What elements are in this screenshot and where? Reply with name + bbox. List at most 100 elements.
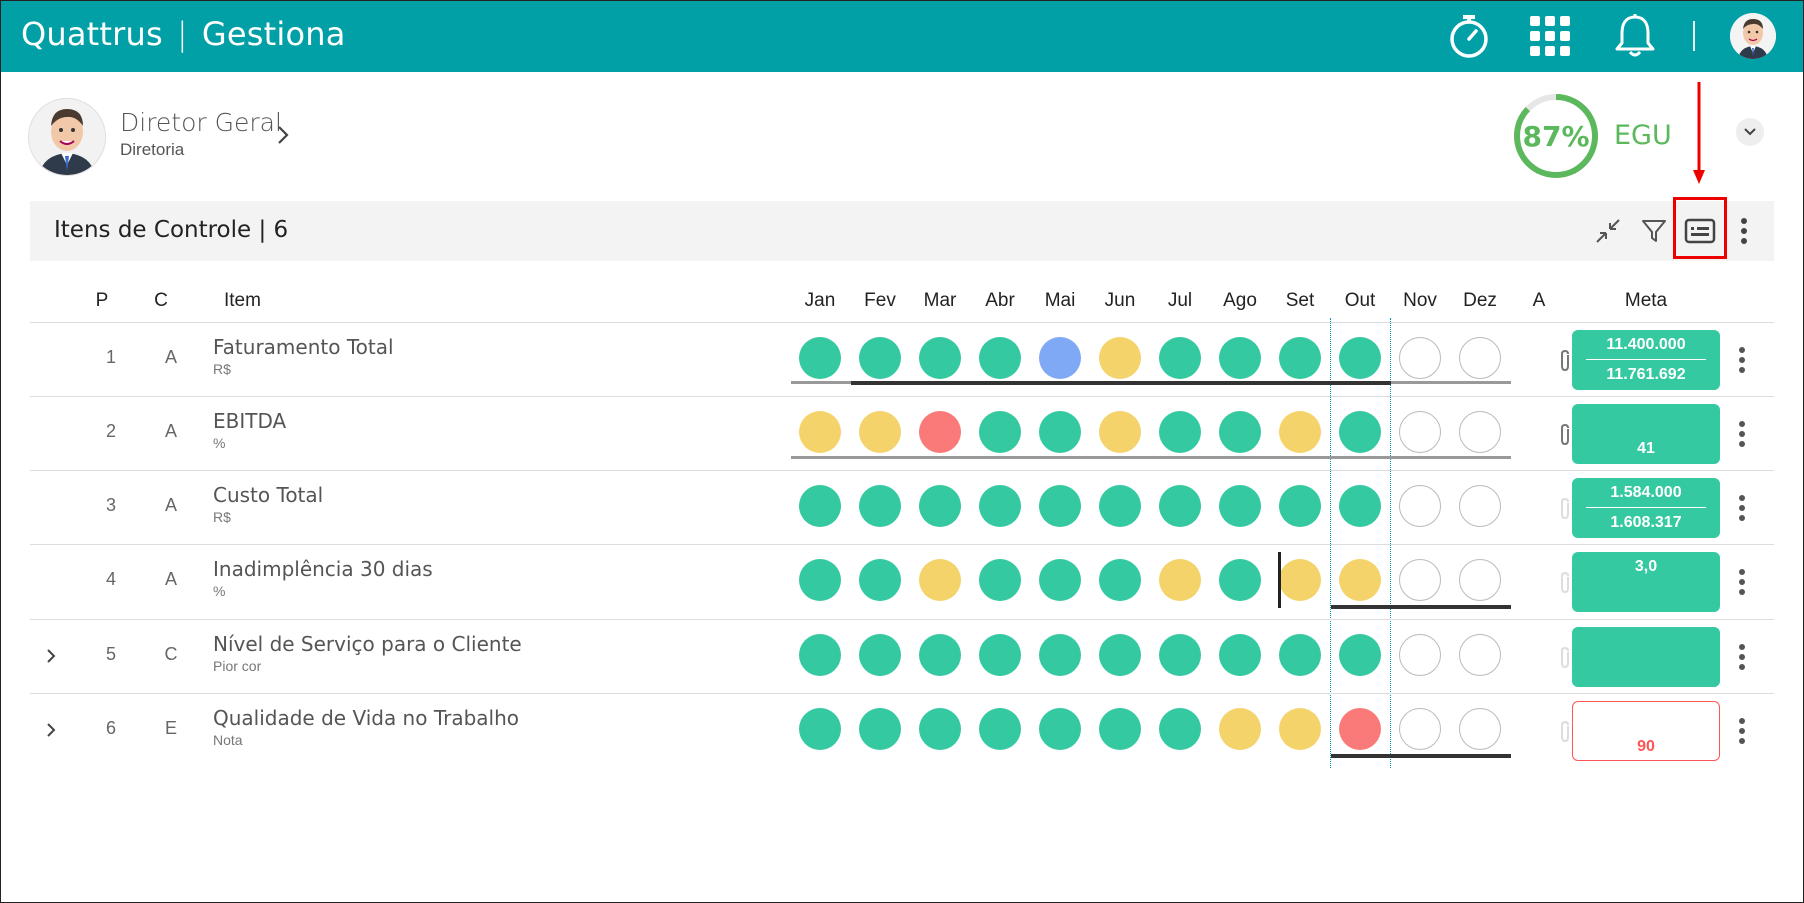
apps-grid-icon[interactable] bbox=[1525, 11, 1575, 61]
col-header-month[interactable]: Fev bbox=[864, 290, 896, 311]
status-circle-blue[interactable] bbox=[1039, 337, 1081, 379]
col-header-a[interactable]: A bbox=[1532, 290, 1546, 311]
status-circle-empty[interactable] bbox=[1399, 337, 1441, 379]
status-circle-green[interactable] bbox=[1219, 337, 1261, 379]
meta-value-box[interactable]: 3,0 bbox=[1572, 552, 1720, 612]
filter-icon[interactable] bbox=[1638, 215, 1670, 247]
col-header-month[interactable]: Nov bbox=[1403, 290, 1437, 311]
status-circle-green[interactable] bbox=[1219, 634, 1261, 676]
status-circle-yellow[interactable] bbox=[919, 559, 961, 601]
col-header-c[interactable]: C bbox=[154, 290, 168, 311]
status-circle-green[interactable] bbox=[799, 337, 841, 379]
status-circle-green[interactable] bbox=[1099, 559, 1141, 601]
timer-icon[interactable] bbox=[1444, 11, 1494, 61]
col-header-p[interactable]: P bbox=[95, 290, 109, 311]
col-header-month[interactable]: Dez bbox=[1463, 290, 1497, 311]
row-more-icon[interactable] bbox=[1738, 716, 1746, 746]
col-header-month[interactable]: Jan bbox=[804, 290, 836, 311]
status-circle-empty[interactable] bbox=[1399, 485, 1441, 527]
status-circle-green[interactable] bbox=[859, 337, 901, 379]
row-item-name[interactable]: Faturamento Total bbox=[213, 335, 394, 359]
status-circle-yellow[interactable] bbox=[1339, 559, 1381, 601]
status-circle-green[interactable] bbox=[979, 485, 1021, 527]
expand-chevron-icon[interactable] bbox=[46, 648, 56, 669]
status-circle-green[interactable] bbox=[919, 634, 961, 676]
brand-logo[interactable]: Quattrus | Gestiona bbox=[21, 15, 346, 53]
collapse-button[interactable] bbox=[1736, 118, 1764, 146]
status-circle-green[interactable] bbox=[1159, 411, 1201, 453]
table-row[interactable]: 3 A Custo Total R$ 1.584.000 1.608.317 bbox=[30, 470, 1774, 545]
table-row[interactable]: 2 A EBITDA% 41 bbox=[30, 396, 1774, 471]
status-circle-green[interactable] bbox=[1039, 485, 1081, 527]
status-circle-green[interactable] bbox=[1039, 411, 1081, 453]
status-circle-green[interactable] bbox=[979, 337, 1021, 379]
user-avatar[interactable] bbox=[1730, 13, 1776, 59]
status-circle-green[interactable] bbox=[1159, 337, 1201, 379]
attachment-icon[interactable] bbox=[1558, 720, 1572, 749]
row-more-icon[interactable] bbox=[1738, 493, 1746, 523]
row-item-name[interactable]: EBITDA bbox=[213, 409, 287, 433]
status-circle-yellow[interactable] bbox=[1099, 337, 1141, 379]
status-circle-yellow[interactable] bbox=[1219, 708, 1261, 750]
attachment-icon[interactable] bbox=[1558, 349, 1572, 378]
status-circle-empty[interactable] bbox=[1399, 634, 1441, 676]
status-circle-green[interactable] bbox=[1099, 634, 1141, 676]
status-circle-green[interactable] bbox=[859, 634, 901, 676]
row-item-name[interactable]: Custo Total bbox=[213, 483, 324, 507]
status-circle-yellow[interactable] bbox=[1099, 411, 1141, 453]
meta-value-box[interactable] bbox=[1572, 627, 1720, 687]
status-circle-empty[interactable] bbox=[1459, 485, 1501, 527]
status-circle-empty[interactable] bbox=[1459, 634, 1501, 676]
status-circle-green[interactable] bbox=[1279, 634, 1321, 676]
status-circle-green[interactable] bbox=[1219, 485, 1261, 527]
status-circle-green[interactable] bbox=[1039, 559, 1081, 601]
status-circle-empty[interactable] bbox=[1399, 559, 1441, 601]
chevron-right-icon[interactable] bbox=[276, 124, 290, 151]
table-row[interactable]: 5 C Nível de Serviço para o Cliente Pior co… bbox=[30, 619, 1774, 694]
status-circle-green[interactable] bbox=[799, 559, 841, 601]
status-circle-green[interactable] bbox=[1039, 708, 1081, 750]
status-circle-green[interactable] bbox=[979, 708, 1021, 750]
row-more-icon[interactable] bbox=[1738, 642, 1746, 672]
status-circle-green[interactable] bbox=[859, 485, 901, 527]
meta-value-box[interactable]: 41 bbox=[1572, 404, 1720, 464]
col-header-month[interactable]: Set bbox=[1285, 290, 1315, 311]
status-circle-green[interactable] bbox=[1279, 485, 1321, 527]
col-header-month[interactable]: Ago bbox=[1223, 290, 1257, 311]
minimize-icon[interactable] bbox=[1592, 215, 1624, 247]
status-circle-green[interactable] bbox=[919, 485, 961, 527]
status-circle-green[interactable] bbox=[979, 559, 1021, 601]
status-circle-green[interactable] bbox=[979, 411, 1021, 453]
meta-value-box[interactable]: 90 bbox=[1572, 701, 1720, 761]
status-circle-empty[interactable] bbox=[1459, 708, 1501, 750]
legend-card-icon[interactable] bbox=[1684, 215, 1716, 247]
row-more-icon[interactable] bbox=[1738, 567, 1746, 597]
bell-icon[interactable] bbox=[1610, 11, 1660, 61]
attachment-icon[interactable] bbox=[1558, 571, 1572, 600]
status-circle-green[interactable] bbox=[1339, 411, 1381, 453]
status-circle-green[interactable] bbox=[1339, 337, 1381, 379]
status-circle-green[interactable] bbox=[919, 708, 961, 750]
col-header-month[interactable]: Jul bbox=[1167, 290, 1193, 311]
status-circle-green[interactable] bbox=[1159, 708, 1201, 750]
row-more-icon[interactable] bbox=[1738, 419, 1746, 449]
attachment-icon[interactable] bbox=[1558, 646, 1572, 675]
status-circle-empty[interactable] bbox=[1459, 337, 1501, 379]
meta-value-box[interactable]: 11.400.000 11.761.692 bbox=[1572, 330, 1720, 390]
attachment-icon[interactable] bbox=[1558, 497, 1572, 526]
col-header-month[interactable]: Out bbox=[1344, 290, 1376, 311]
table-row[interactable]: 4 A Inadimplência 30 dias% 3,0 bbox=[30, 544, 1774, 619]
status-circle-empty[interactable] bbox=[1459, 411, 1501, 453]
status-circle-green[interactable] bbox=[1099, 708, 1141, 750]
status-circle-green[interactable] bbox=[799, 485, 841, 527]
expand-chevron-icon[interactable] bbox=[46, 722, 56, 743]
row-item-name[interactable]: Qualidade de Vida no Trabalho bbox=[213, 706, 520, 730]
table-row[interactable]: 1 A Faturamento Total R$ 11.400.000 11.761.69… bbox=[30, 322, 1774, 397]
status-circle-green[interactable] bbox=[799, 708, 841, 750]
status-circle-green[interactable] bbox=[1099, 485, 1141, 527]
col-header-month[interactable]: Jun bbox=[1104, 290, 1136, 311]
status-circle-green[interactable] bbox=[1339, 634, 1381, 676]
status-circle-red[interactable] bbox=[1339, 708, 1381, 750]
status-circle-yellow[interactable] bbox=[859, 411, 901, 453]
status-circle-green[interactable] bbox=[799, 634, 841, 676]
